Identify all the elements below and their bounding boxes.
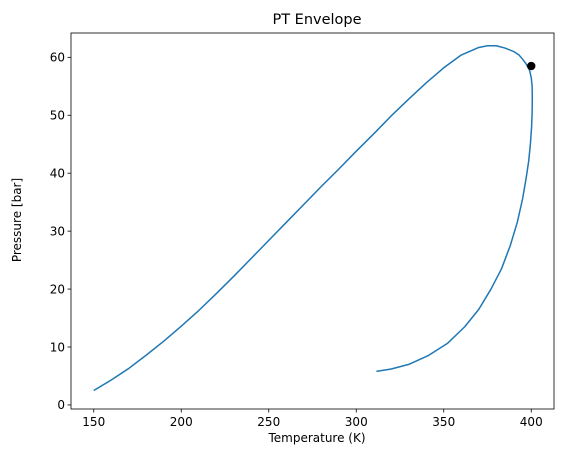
x-tick-label: 300	[345, 415, 368, 429]
x-tick-label: 400	[520, 415, 543, 429]
envelope-line	[93, 45, 534, 392]
plot-content	[93, 45, 536, 392]
chart-title: PT Envelope	[272, 12, 361, 28]
y-tick-label: 40	[50, 167, 65, 181]
x-tick-label: 350	[432, 415, 455, 429]
plot-frame	[70, 32, 555, 410]
x-tick-label: 150	[82, 415, 105, 429]
x-axis-ticks: 150 200 250 300 350 400	[82, 409, 543, 429]
y-tick-label: 10	[50, 340, 65, 354]
y-axis-ticks: 0 10 20 30 40 50 60	[50, 51, 71, 412]
y-tick-label: 60	[50, 51, 65, 65]
y-tick-label: 0	[57, 398, 65, 412]
y-axis-label: Pressure [bar]	[10, 178, 24, 262]
x-tick-label: 200	[170, 415, 193, 429]
y-tick-label: 30	[50, 224, 65, 238]
x-axis-label: Temperature (K)	[267, 431, 365, 445]
x-tick-label: 250	[257, 415, 280, 429]
y-tick-label: 50	[50, 109, 65, 123]
y-tick-label: 20	[50, 282, 65, 296]
critical-point-marker	[527, 61, 536, 71]
